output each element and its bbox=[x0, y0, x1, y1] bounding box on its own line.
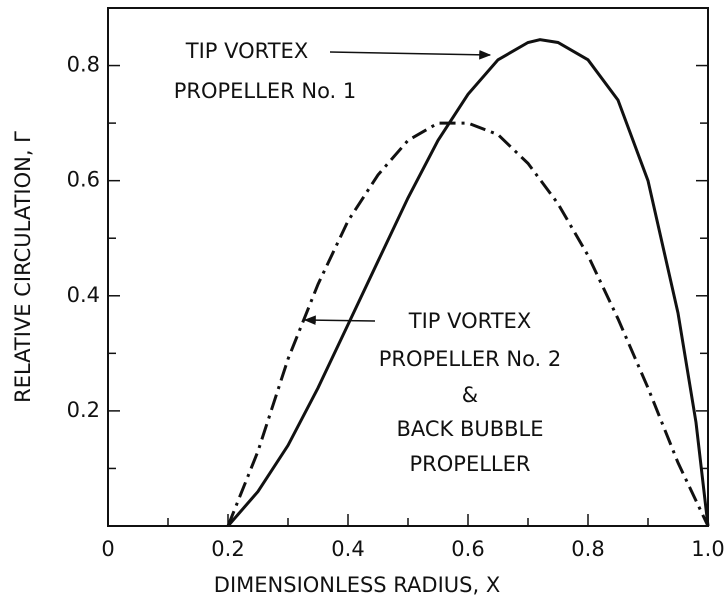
x-tick-label: 0 bbox=[101, 537, 114, 561]
y-tick-label: 0.4 bbox=[67, 283, 100, 307]
y-axis-label: RELATIVE CIRCULATION, Γ bbox=[11, 131, 35, 403]
y-tick-label: 0.8 bbox=[67, 53, 100, 77]
x-tick-label: 0.8 bbox=[571, 537, 604, 561]
annotation: PROPELLER bbox=[410, 452, 531, 476]
x-tick-label: 0.2 bbox=[211, 537, 244, 561]
y-tick-label: 0.2 bbox=[67, 398, 100, 422]
annotation: BACK BUBBLE bbox=[396, 417, 543, 441]
x-tick-label: 1.0 bbox=[691, 537, 724, 561]
annotation-arrow bbox=[303, 315, 376, 325]
series-line bbox=[226, 121, 710, 527]
x-tick-label: 0.6 bbox=[451, 537, 484, 561]
x-axis-label: DIMENSIONLESS RADIUS, X bbox=[214, 573, 500, 597]
annotation: TIP VORTEX bbox=[185, 39, 308, 63]
y-tick-label: 0.6 bbox=[67, 168, 100, 192]
annotation: PROPELLER No. 1 bbox=[174, 79, 357, 103]
series-line bbox=[226, 38, 710, 527]
annotation-arrow bbox=[329, 49, 492, 60]
annotation: & bbox=[462, 383, 478, 407]
annotation: PROPELLER No. 2 bbox=[379, 347, 562, 371]
x-tick-label: 0.4 bbox=[331, 537, 364, 561]
annotation: TIP VORTEX bbox=[408, 309, 531, 333]
